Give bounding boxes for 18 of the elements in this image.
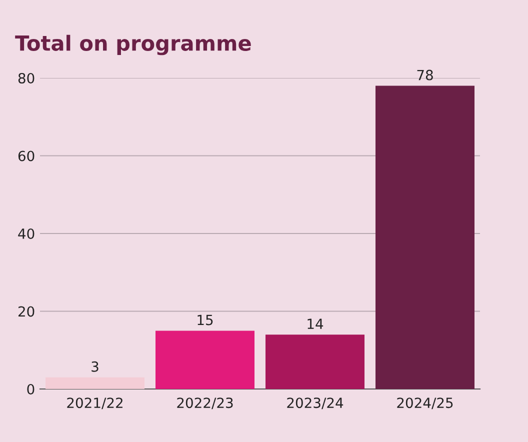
- x-tick-label: 2022/23: [177, 398, 233, 410]
- bar: [156, 330, 254, 389]
- x-tick-label: 2021/22: [67, 398, 122, 410]
- y-tick-label: 20: [18, 306, 34, 317]
- data-label: 78: [417, 70, 433, 80]
- y-tick-label: 40: [18, 228, 34, 239]
- x-tick-label: 2024/25: [397, 398, 453, 410]
- chart-title: Total on programme: [15, 34, 251, 56]
- data-label: 14: [308, 318, 324, 329]
- bar: [266, 334, 364, 389]
- data-label: 15: [198, 314, 213, 326]
- x-tick-label: 2023/24: [287, 398, 344, 410]
- y-tick-label: 0: [27, 384, 34, 394]
- bar: [376, 86, 474, 389]
- y-tick-label: 60: [18, 150, 34, 162]
- bar: [46, 377, 144, 389]
- data-label: 3: [92, 361, 98, 372]
- y-tick-label: 80: [18, 72, 34, 84]
